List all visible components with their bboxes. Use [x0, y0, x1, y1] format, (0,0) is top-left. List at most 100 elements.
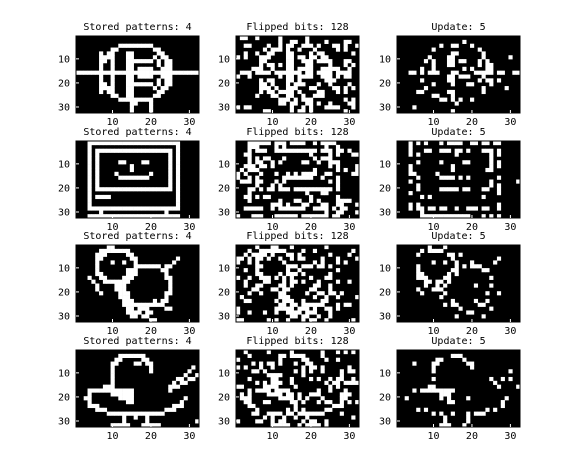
- pixel-on: [504, 86, 509, 91]
- pixel-on: [255, 160, 260, 165]
- pixel-on: [324, 295, 329, 300]
- pixel-on: [114, 187, 119, 192]
- pixel-on: [335, 306, 341, 311]
- pixel-on: [423, 388, 429, 393]
- pixel-on: [301, 369, 306, 374]
- pixel-on: [243, 171, 248, 176]
- pixel-on: [443, 419, 448, 424]
- pixel-on: [470, 43, 475, 48]
- pixel-on: [454, 43, 459, 48]
- pixel-on: [247, 179, 252, 184]
- pixel-on: [125, 51, 131, 56]
- pixel-on: [297, 423, 302, 428]
- pixel-on: [301, 298, 306, 304]
- pixel-on: [160, 206, 165, 211]
- pixel-on: [156, 411, 161, 416]
- pixel-on: [347, 279, 352, 284]
- pixel-on: [145, 148, 150, 153]
- pixel-on: [282, 353, 287, 358]
- pixel-on: [145, 141, 150, 146]
- pixel-on: [164, 291, 169, 296]
- pixel-on: [106, 70, 111, 75]
- pixel-on: [293, 82, 298, 87]
- pixel-on: [466, 415, 471, 420]
- pixel-on: [247, 187, 252, 192]
- pixel-on: [443, 214, 448, 219]
- pixel-on: [450, 59, 455, 64]
- pixel-on: [285, 318, 291, 323]
- pixel-on: [289, 302, 294, 307]
- pixel-on: [102, 388, 108, 393]
- pixel-on: [259, 86, 264, 91]
- pixel-on: [450, 70, 455, 75]
- pixel-on: [443, 388, 448, 393]
- axes-frame: [75, 244, 200, 323]
- pixel-on: [259, 206, 264, 211]
- pixel-on: [274, 93, 279, 98]
- pixel-on: [293, 206, 298, 211]
- pixel-on: [247, 43, 252, 48]
- pixel-on: [328, 82, 333, 87]
- pixel-on: [145, 415, 150, 420]
- pixel-on: [289, 396, 294, 401]
- pixel-on: [427, 245, 432, 250]
- pixel-on: [489, 152, 494, 157]
- pixel-on: [293, 369, 298, 374]
- pixel-on: [516, 70, 521, 75]
- pixel-on: [259, 62, 264, 68]
- pixel-on: [420, 214, 425, 219]
- pixel-on: [316, 101, 321, 106]
- x-tick-label: 10: [427, 222, 439, 233]
- pixel-on: [106, 187, 111, 192]
- pixel-on: [125, 291, 131, 296]
- pixel-on: [339, 392, 344, 397]
- pixel-on: [110, 388, 115, 393]
- pixel-on: [278, 248, 283, 253]
- pixel-on: [255, 36, 260, 41]
- pixel-on: [489, 179, 494, 184]
- pixel-on: [332, 105, 337, 110]
- pixel-on: [99, 407, 104, 412]
- pixel-on: [420, 291, 425, 296]
- pixel-on: [489, 160, 494, 165]
- pixel-on: [247, 206, 252, 211]
- pixel-on: [316, 187, 321, 192]
- pixel-on: [149, 59, 154, 64]
- pixel-on: [289, 66, 294, 71]
- pixel-on: [129, 89, 134, 95]
- pixel-on: [446, 175, 452, 180]
- pixel-on: [99, 388, 104, 393]
- pixel-on: [293, 310, 298, 315]
- pixel-on: [335, 179, 341, 184]
- x-tick-label: 30: [183, 431, 195, 442]
- x-tick-label: 20: [305, 222, 317, 233]
- pixel-on: [141, 353, 146, 358]
- pixel-on: [149, 187, 154, 192]
- pixel-on: [458, 214, 463, 219]
- pixel-on: [301, 187, 306, 192]
- pixel-on: [446, 423, 452, 428]
- pixel-on: [274, 248, 279, 253]
- pixel-on: [427, 206, 432, 211]
- pixel-on: [293, 148, 298, 153]
- pixel-on: [328, 66, 333, 71]
- pixel-on: [343, 43, 348, 48]
- pixel-on: [328, 407, 333, 412]
- pixel-on: [335, 380, 341, 385]
- pixel-on: [320, 89, 325, 95]
- pixel-on: [251, 141, 256, 146]
- pixel-on: [312, 171, 318, 176]
- y-tick-label: 10: [379, 368, 391, 379]
- pixel-on: [458, 74, 463, 79]
- pixel-on: [347, 400, 352, 405]
- pixel-on: [335, 302, 341, 307]
- pixel-on: [102, 86, 108, 91]
- pixel-on: [416, 152, 421, 157]
- axes-frame: [396, 349, 521, 428]
- pixel-on: [293, 86, 298, 91]
- pixel-on: [289, 306, 294, 311]
- pixel-on: [312, 411, 318, 416]
